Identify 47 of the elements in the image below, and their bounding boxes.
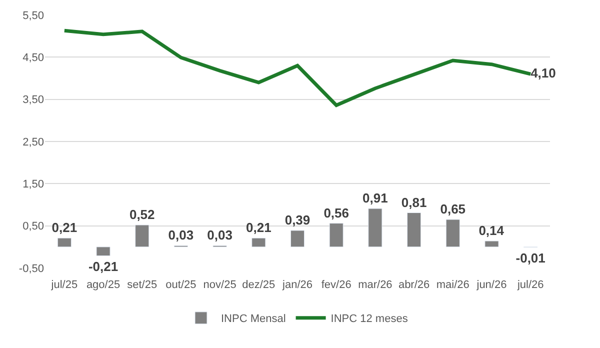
- x-tick-label: jul/25: [50, 279, 78, 291]
- data-label: -0,01: [516, 250, 546, 266]
- bar: [252, 238, 266, 248]
- data-label: 0,21: [246, 220, 272, 236]
- x-tick-label: fev/26: [321, 279, 352, 291]
- data-label: 0,81: [401, 194, 427, 210]
- x-tick-label: jun/26: [476, 279, 507, 291]
- data-label: 0,91: [362, 190, 388, 206]
- data-label: 0,39: [284, 212, 310, 228]
- y-tick-label: 3,50: [22, 94, 44, 106]
- data-label: 0,03: [168, 228, 194, 243]
- x-tick-label: set/25: [127, 279, 158, 291]
- legend-label: INPC Mensal: [221, 313, 286, 326]
- data-label: 0,52: [129, 206, 155, 222]
- bar: [96, 246, 110, 256]
- bar: [484, 240, 499, 248]
- data-label: 0,65: [440, 202, 466, 217]
- x-tick-label: nov/25: [203, 279, 236, 291]
- x-tick-label: jan/26: [282, 279, 312, 291]
- data-label: -0,21: [88, 258, 118, 274]
- bar: [57, 238, 72, 248]
- bar: [135, 224, 150, 248]
- bar: [406, 212, 422, 248]
- x-tick-label: mai/26: [436, 279, 470, 291]
- x-tick-label: mar/26: [358, 279, 392, 291]
- bar: [446, 219, 460, 248]
- x-tick-label: jul/26: [516, 279, 544, 291]
- bar: [329, 223, 344, 248]
- x-tick-label: abr/26: [398, 279, 430, 291]
- legend-label: INPC 12 meses: [330, 313, 408, 326]
- y-tick-label: 0,50: [22, 220, 44, 233]
- data-label: 0,14: [478, 223, 505, 238]
- bar: [368, 208, 382, 248]
- y-tick-label: -0,50: [18, 262, 44, 275]
- y-tick-label: 5,50: [22, 10, 44, 22]
- y-tick-label: 2,50: [22, 136, 44, 148]
- data-label: 0,21: [52, 220, 78, 236]
- y-tick-label: 4,50: [22, 52, 44, 64]
- x-tick-label: dez/25: [242, 279, 276, 291]
- line-series: [62, 28, 532, 107]
- x-tick-label: ago/25: [86, 279, 120, 291]
- x-tick-label: out/25: [166, 279, 196, 291]
- y-tick-label: 1,50: [22, 178, 44, 191]
- data-label: 0,03: [207, 228, 232, 243]
- bar: [290, 230, 305, 248]
- data-label: 4,10: [530, 65, 556, 80]
- data-label: 0,56: [324, 205, 349, 220]
